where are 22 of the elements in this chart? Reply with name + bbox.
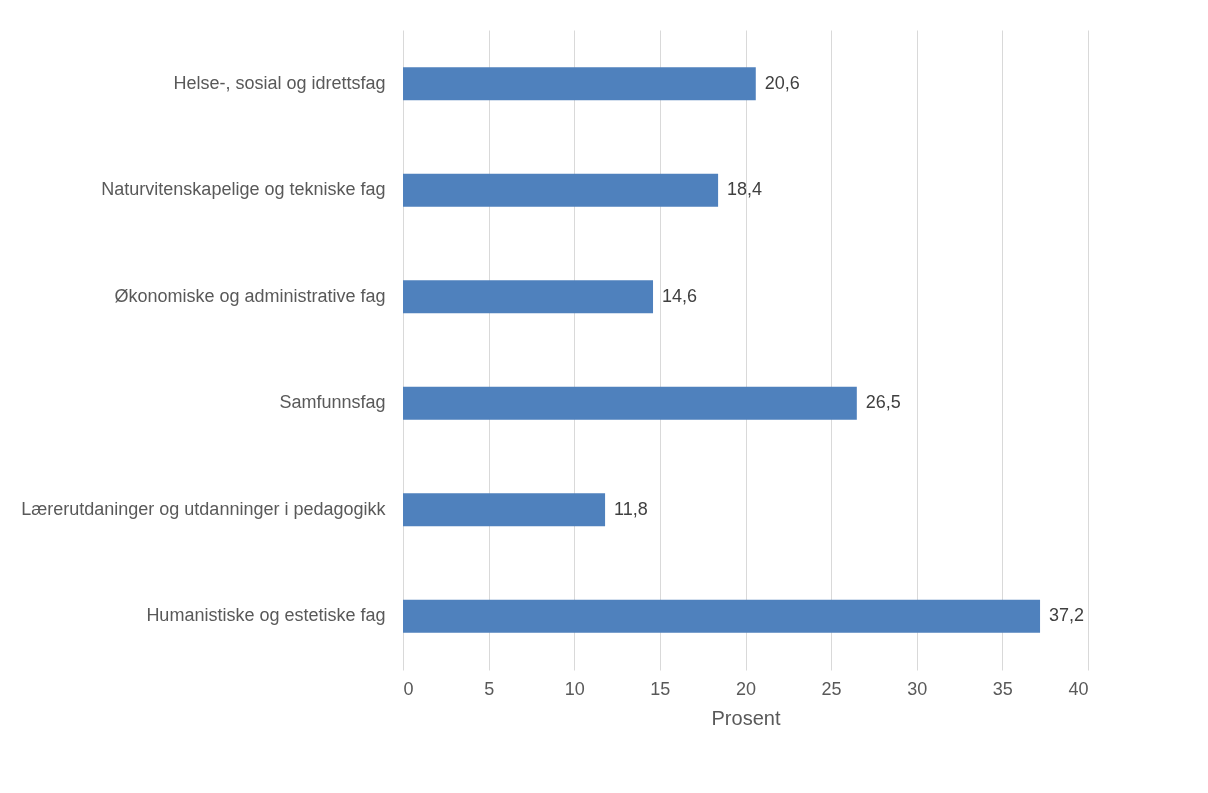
y-tick-label: Økonomiske og administrative fag: [114, 285, 386, 306]
x-tick-label: 0: [403, 678, 414, 699]
data-label: 14,6: [662, 285, 698, 306]
y-tick-label: Samfunnsfag: [279, 392, 386, 413]
x-tick-label: 10: [564, 678, 585, 699]
data-label: 20,6: [764, 72, 800, 93]
x-tick-label: 35: [992, 678, 1013, 699]
data-label: 18,4: [727, 179, 763, 200]
data-label: 37,2: [1049, 605, 1085, 626]
x-tick-label: 15: [650, 678, 671, 699]
data-label: 11,8: [614, 498, 648, 519]
x-axis-title: Prosent: [711, 706, 781, 729]
x-tick-label: 30: [907, 678, 928, 699]
y-tick-label: Humanistiske og estetiske fag: [146, 605, 386, 626]
x-tick-label: 20: [735, 678, 757, 699]
x-tick-label: 25: [821, 678, 842, 699]
y-tick-label: Helse-, sosial og idrettsfag: [173, 72, 386, 93]
y-tick-label: Naturvitenskapelige og tekniske fag: [101, 179, 386, 200]
data-label: 26,5: [865, 392, 901, 413]
y-tick-label: Lærerutdaninger og utdanninger i pedagogikk: [21, 498, 387, 519]
x-tick-label: 40: [1068, 678, 1089, 699]
x-tick-label: 5: [484, 678, 495, 699]
